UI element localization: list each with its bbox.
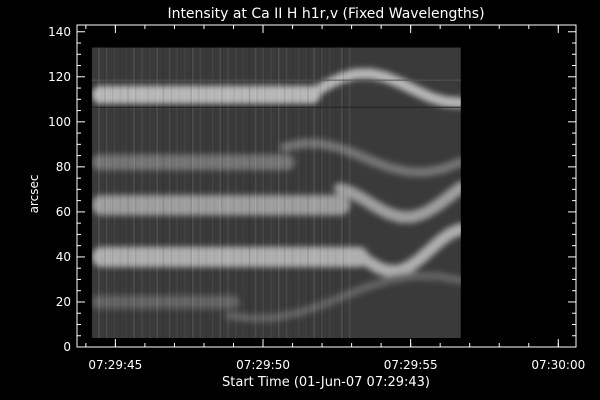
streak <box>198 47 200 338</box>
streak <box>147 47 149 338</box>
bright-band <box>91 195 351 216</box>
chart-title: Intensity at Ca II H h1r,v (Fixed Wavele… <box>167 6 484 22</box>
streak <box>119 47 122 338</box>
y-tick-label: 0 <box>63 340 71 354</box>
streak <box>148 47 151 338</box>
streak <box>284 47 286 338</box>
streak <box>219 47 222 338</box>
streak <box>113 47 115 338</box>
y-tick-label: 120 <box>48 70 71 84</box>
intensity-image <box>91 47 461 338</box>
streak <box>305 47 308 338</box>
streak <box>241 47 243 338</box>
streak <box>155 47 157 338</box>
streak <box>256 47 258 338</box>
x-tick-label: 07:29:55 <box>384 358 438 372</box>
streak <box>127 47 129 338</box>
streak <box>276 47 279 338</box>
streak <box>134 47 137 338</box>
streak <box>205 47 208 338</box>
streak <box>212 47 214 338</box>
streak <box>341 47 343 338</box>
y-axis-label: arcsec <box>27 175 41 214</box>
streak <box>299 47 301 338</box>
streak <box>162 47 165 338</box>
y-tick-label: 100 <box>48 115 71 129</box>
streak <box>334 47 337 338</box>
streak <box>242 47 244 338</box>
streak <box>125 47 128 338</box>
bright-band <box>91 295 240 309</box>
y-tick-label: 60 <box>56 205 71 219</box>
x-axis-label: Start Time (01-Jun-07 07:29:43) <box>222 375 430 390</box>
streak <box>248 47 251 338</box>
x-tick-label: 07:29:45 <box>88 358 142 372</box>
streak <box>191 47 194 338</box>
y-axis: 0 20 40 60 80 100 120 140 <box>48 25 576 354</box>
bright-band <box>91 85 321 104</box>
streak <box>184 47 186 338</box>
streak <box>348 47 351 338</box>
streak <box>133 47 136 338</box>
streak <box>199 47 201 338</box>
streak <box>298 47 300 338</box>
streak <box>176 47 179 338</box>
band-continuation <box>334 181 461 224</box>
streak <box>156 47 158 338</box>
streak <box>141 47 143 338</box>
streak <box>307 47 309 338</box>
streak <box>234 47 237 338</box>
streak <box>233 47 236 338</box>
y-tick-label: 80 <box>56 160 71 174</box>
x-tick-label: 07:30:00 <box>531 358 585 372</box>
streak <box>91 47 94 338</box>
streak <box>104 47 106 338</box>
bright-band <box>91 246 369 268</box>
streak <box>277 47 280 338</box>
streak <box>291 47 294 338</box>
streak <box>327 47 329 338</box>
streak <box>170 47 172 338</box>
band-continuation <box>352 223 461 278</box>
streak <box>190 47 192 338</box>
streak <box>168 47 171 338</box>
streak <box>255 47 257 338</box>
plot-frame <box>76 24 577 348</box>
streak <box>177 47 180 338</box>
y-tick-label: 140 <box>48 25 71 39</box>
streak <box>319 47 322 338</box>
bright-band <box>91 154 295 171</box>
streak <box>262 47 265 338</box>
y-tick-label: 20 <box>56 295 71 309</box>
streak <box>111 47 114 338</box>
streak <box>98 47 100 338</box>
streak <box>285 47 288 338</box>
streak <box>213 47 215 338</box>
x-tick-label: 07:29:50 <box>236 358 290 372</box>
x-axis: 07:29:45 07:29:50 07:29:55 07:30:00 <box>85 25 585 372</box>
streak <box>328 47 331 338</box>
streak <box>220 47 223 338</box>
band-continuation <box>280 138 461 178</box>
streak <box>105 47 108 338</box>
streak <box>320 47 323 338</box>
streak <box>227 47 229 338</box>
streak <box>270 47 272 338</box>
streak <box>313 47 315 338</box>
y-tick-label: 40 <box>56 250 71 264</box>
band-continuation <box>225 271 461 323</box>
streak <box>264 47 266 338</box>
streak <box>342 47 345 338</box>
